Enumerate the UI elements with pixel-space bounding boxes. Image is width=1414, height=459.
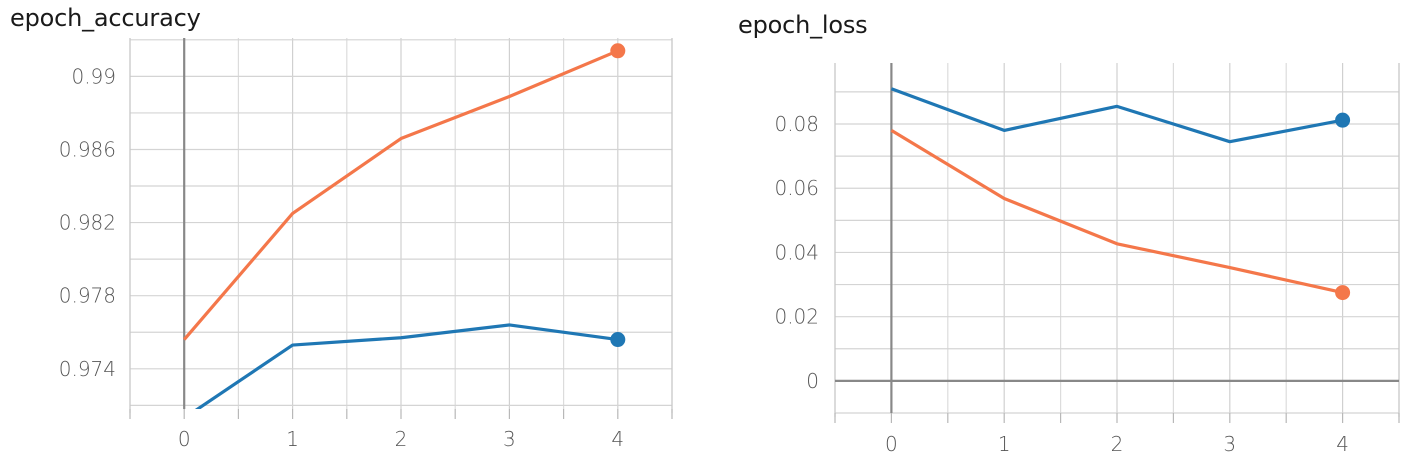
- series-0: [182, 43, 626, 341]
- series-end-point[interactable]: [1335, 285, 1351, 301]
- y-tick-label: 0: [806, 369, 819, 393]
- x-axis: 0 1 2 3 4: [834, 413, 1400, 456]
- series-end-point[interactable]: [1335, 112, 1351, 128]
- accuracy-chart-panel: epoch_accuracy 0 1 2 3 4 0.974 0.978 0.982 0.986…: [0, 0, 700, 459]
- x-tick-label: 0: [178, 427, 191, 451]
- x-tick-label: 4: [611, 427, 624, 451]
- loss-chart-panel: epoch_loss 0 1 2 3 4 0 0.02 0.04 0.06 0.08: [710, 0, 1414, 459]
- y-tick-label: 0.06: [774, 176, 819, 200]
- y-tick-label: 0.974: [59, 357, 116, 381]
- x-tick-label: 3: [503, 427, 516, 451]
- y-tick-label: 0.986: [59, 137, 116, 161]
- series-end-point[interactable]: [610, 43, 626, 59]
- series-line: [182, 49, 619, 341]
- y-tick-label: 0.02: [774, 305, 819, 329]
- y-tick-label: 0.982: [59, 211, 116, 235]
- chart-title: epoch_loss: [738, 11, 868, 39]
- y-tick-label: 0.99: [71, 64, 116, 88]
- grid: [834, 63, 1400, 417]
- y-axis: 0 0.02 0.04 0.06 0.08: [774, 112, 819, 393]
- y-tick-label: 0.04: [774, 240, 819, 264]
- series-0: [890, 87, 1351, 144]
- x-tick-label: 2: [1111, 432, 1124, 456]
- x-tick-label: 3: [1223, 432, 1236, 456]
- chart-title: epoch_accuracy: [10, 4, 201, 32]
- series-line: [890, 129, 1343, 295]
- accuracy-chart: 0 1 2 3 4 0.974 0.978 0.982 0.986 0.99: [59, 38, 673, 451]
- series-1: [194, 323, 626, 409]
- series-1: [890, 129, 1351, 301]
- x-tick-label: 2: [395, 427, 408, 451]
- series-line: [890, 87, 1343, 144]
- loss-chart: 0 1 2 3 4 0 0.02 0.04 0.06 0.08: [774, 63, 1400, 456]
- y-tick-label: 0.978: [59, 284, 116, 308]
- x-tick-label: 1: [286, 427, 299, 451]
- grid: [129, 38, 673, 413]
- y-axis: 0.974 0.978 0.982 0.986 0.99: [59, 64, 116, 380]
- x-axis: 0 1 2 3 4: [129, 409, 673, 451]
- x-tick-label: 4: [1336, 432, 1349, 456]
- x-tick-label: 0: [885, 432, 898, 456]
- x-tick-label: 1: [998, 432, 1011, 456]
- series-end-point[interactable]: [610, 332, 626, 348]
- y-tick-label: 0.08: [774, 112, 819, 136]
- series-line: [194, 323, 619, 409]
